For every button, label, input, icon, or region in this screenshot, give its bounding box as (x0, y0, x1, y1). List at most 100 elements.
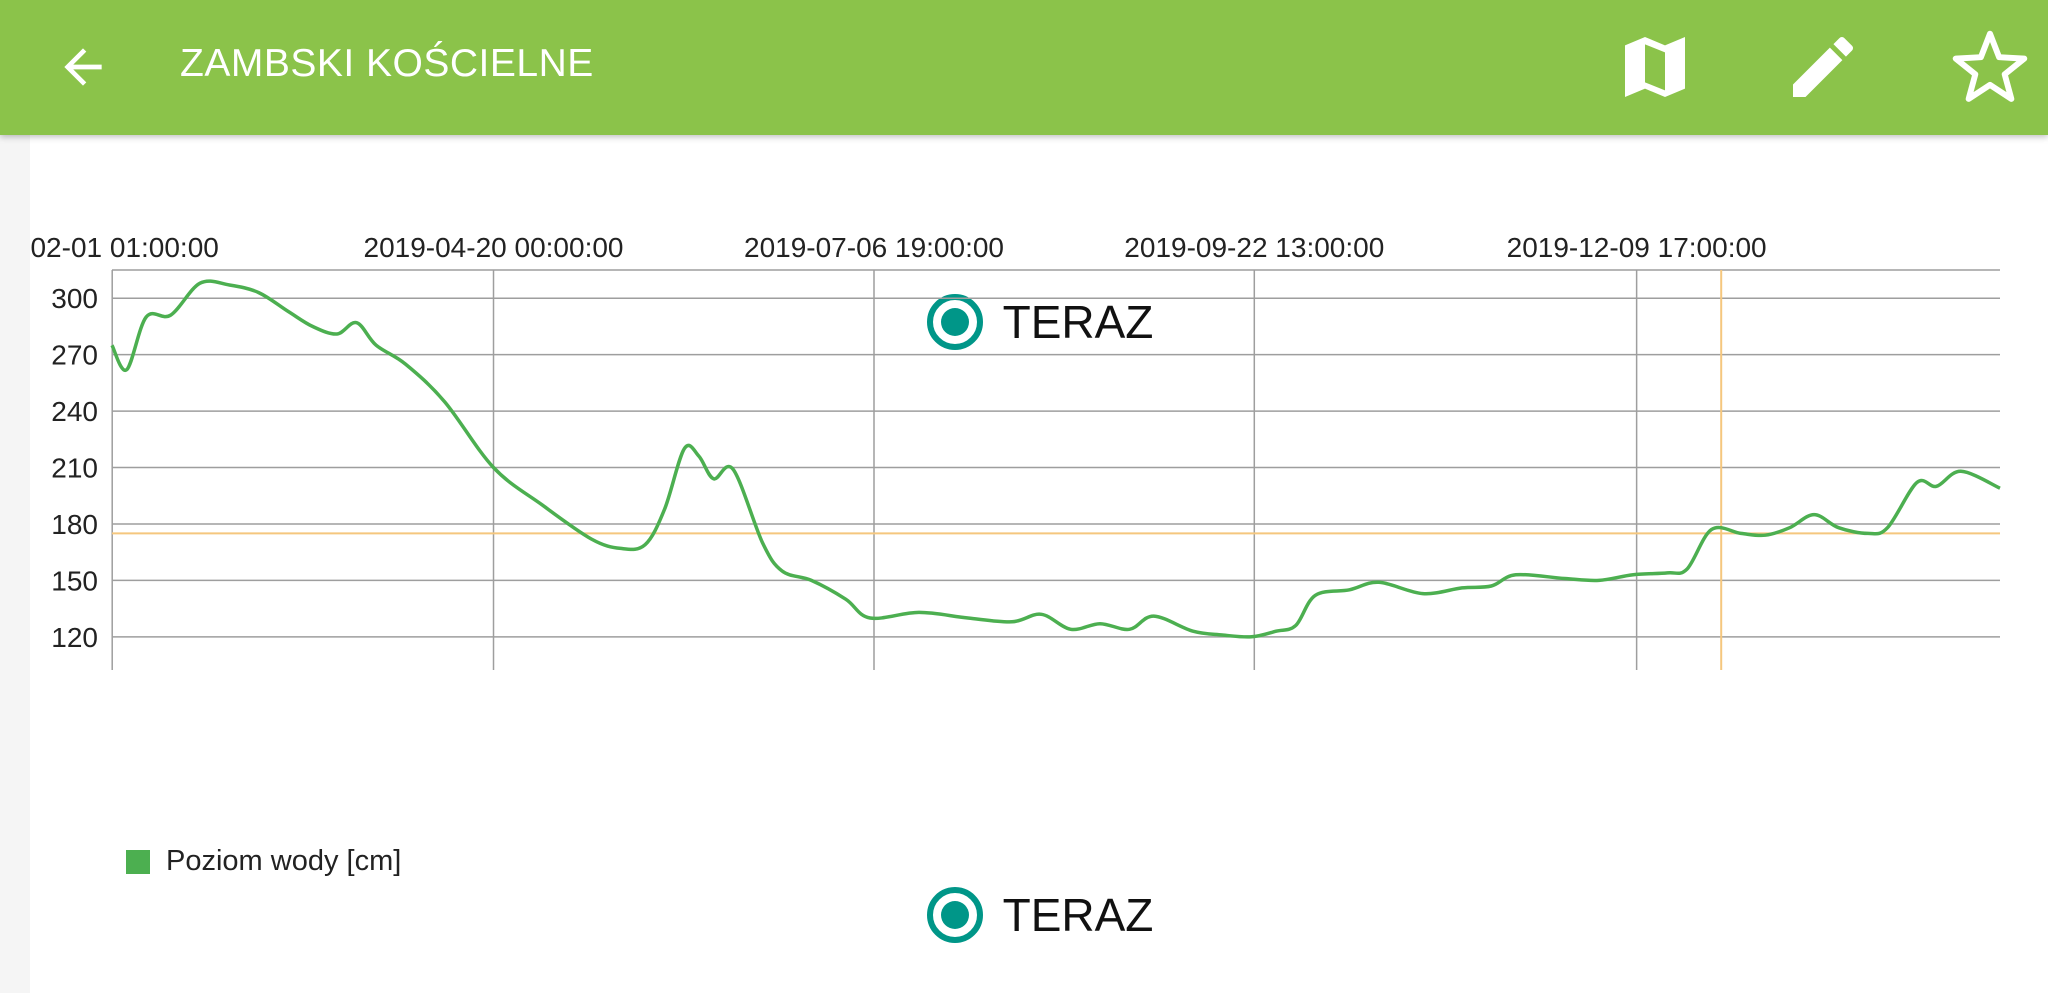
x-tick-label: 2019-09-22 13:00:00 (1124, 232, 1384, 263)
legend-swatch (126, 849, 150, 874)
data-point (684, 448, 685, 449)
data-point (1222, 635, 1223, 636)
data-point (1378, 582, 1379, 583)
data-point (1153, 616, 1154, 617)
data-point (811, 580, 812, 581)
data-point (1251, 636, 1252, 637)
data-point (1814, 514, 1815, 515)
y-tick-label: 120 (51, 622, 98, 653)
data-point (1041, 614, 1042, 615)
legend-label: Poziom wody [cm] (166, 845, 402, 877)
data-point (1100, 623, 1101, 624)
data-point (1687, 569, 1688, 570)
data-point (146, 317, 147, 318)
app-bar: ZAMBSKI KOŚCIELNE (0, 0, 2048, 135)
data-point (1564, 578, 1565, 579)
series-line (110, 279, 2001, 639)
y-tick-label: 270 (51, 340, 98, 371)
data-point (112, 345, 113, 346)
data-point (405, 364, 406, 365)
chart-grid (111, 269, 2000, 670)
y-tick-label: 210 (51, 453, 98, 484)
arrow-back-icon (64, 48, 102, 86)
data-point (229, 285, 230, 286)
x-tick-label: 2019-04-20 00:00:00 (364, 232, 624, 263)
data-point (733, 469, 734, 470)
data-point (870, 618, 871, 619)
data-point (713, 478, 714, 479)
map-icon (1625, 37, 1685, 97)
water-level-chart: 120 150 180 210 240 270 300 9-02-01 01:00:00 20… (30, 232, 2001, 670)
y-tick-label: 180 (51, 509, 98, 540)
data-point (288, 311, 289, 312)
y-tick-labels: 120 150 180 210 240 270 300 (51, 283, 98, 653)
data-point (782, 571, 783, 572)
data-point (1515, 574, 1516, 575)
chart-legend: Poziom wody [cm] (126, 845, 401, 878)
back-button[interactable] (38, 22, 128, 112)
radio-label-teraz[interactable]: TERAZ (1002, 889, 1154, 941)
data-point (1838, 527, 1839, 528)
data-point (919, 612, 920, 613)
data-point (1315, 595, 1316, 596)
data-point (444, 401, 445, 402)
data-point (1070, 629, 1071, 630)
radio-selected-icon[interactable] (925, 885, 985, 945)
chart-card: TERAZ 120 150 180 210 240 270 300 9-02-01 01:0… (30, 135, 2048, 993)
data-point (968, 618, 969, 619)
y-tick-label: 240 (51, 396, 98, 427)
radio-selected-icon[interactable] (925, 292, 985, 352)
x-tick-label: 9-02-01 01:00:00 (30, 232, 219, 263)
data-point (1667, 572, 1668, 573)
data-point (1789, 527, 1790, 528)
data-point (1740, 533, 1741, 534)
data-point (356, 322, 357, 323)
data-point (1276, 631, 1277, 632)
data-point (2000, 488, 2001, 489)
data-point (1422, 593, 1423, 594)
data-point (1012, 621, 1013, 622)
pencil-icon (1793, 36, 1854, 97)
data-point (591, 539, 592, 540)
data-point (1462, 587, 1463, 588)
data-point (337, 334, 338, 335)
data-point (1295, 625, 1296, 626)
period-selector-top: TERAZ (30, 287, 2048, 357)
data-point (376, 345, 377, 346)
y-tick-label: 150 (51, 565, 98, 596)
data-point (200, 283, 201, 284)
data-point (1598, 580, 1599, 581)
data-point (1916, 482, 1917, 483)
data-point (698, 456, 699, 457)
map-button[interactable] (1610, 22, 1700, 112)
y-tick-label: 300 (51, 283, 98, 314)
favorite-button[interactable] (1945, 22, 2035, 112)
star-outline-icon (1952, 30, 2028, 102)
data-point (1349, 589, 1350, 590)
x-tick-label: 2019-07-06 19:00:00 (744, 232, 1004, 263)
data-point (1960, 471, 1961, 472)
data-point (493, 467, 494, 468)
data-point (258, 292, 259, 293)
data-point (1129, 629, 1130, 630)
data-point (126, 369, 127, 370)
reference-lines (112, 270, 2000, 670)
page-title: ZAMBSKI KOŚCIELNE (180, 42, 594, 85)
edit-button[interactable] (1778, 22, 1868, 112)
x-tick-label: 2019-12-09 17:00:00 (1507, 232, 1767, 263)
data-point (1193, 631, 1194, 632)
data-point (312, 326, 313, 327)
data-point (645, 544, 646, 545)
data-point (170, 315, 171, 316)
period-selector-bottom: TERAZ (30, 880, 2048, 950)
data-point (1633, 574, 1634, 575)
series-lines (110, 279, 2001, 639)
data-point (1491, 586, 1492, 587)
x-tick-labels: 9-02-01 01:00:00 2019-04-20 00:00:00 2019-… (30, 232, 1767, 263)
data-point (620, 548, 621, 549)
data-point (1867, 533, 1868, 534)
data-point (1711, 529, 1712, 530)
data-point (542, 505, 543, 506)
radio-label-teraz[interactable]: TERAZ (1002, 296, 1154, 348)
data-point (1887, 527, 1888, 528)
